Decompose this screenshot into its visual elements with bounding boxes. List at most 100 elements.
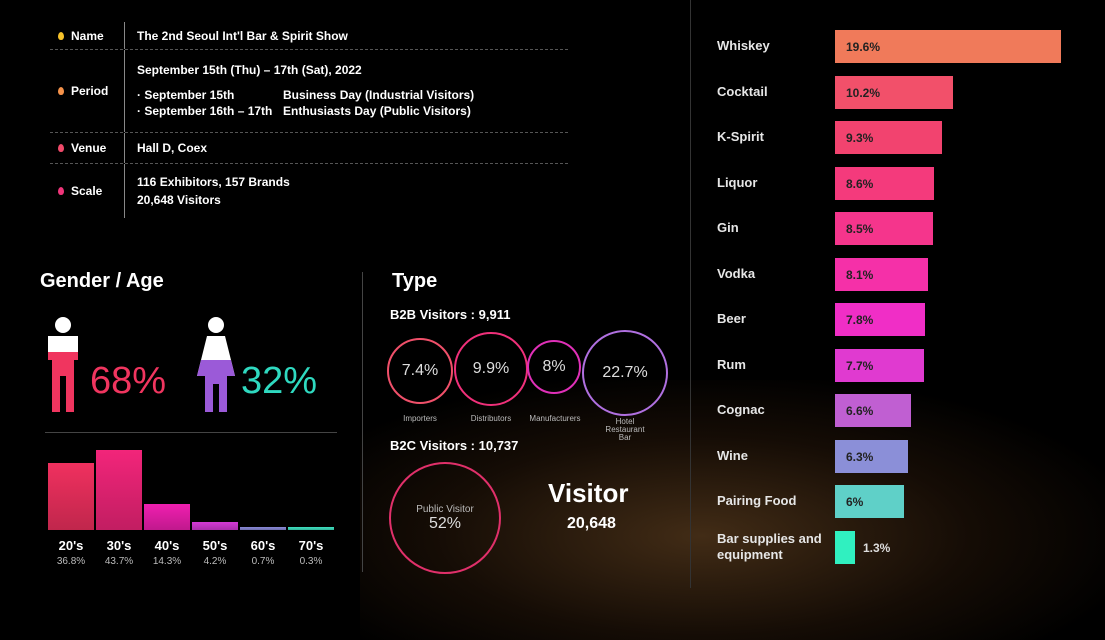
label-manufacturers: Manufacturers <box>529 414 581 423</box>
b2b-visitors: B2B Visitors : 9,911 <box>390 307 511 322</box>
info-val-name: The 2nd Seoul Int'l Bar & Spirit Show <box>137 29 348 43</box>
info-val-venue: Hall D, Coex <box>137 141 208 155</box>
info-table: Name The 2nd Seoul Int'l Bar & Spirit Sh… <box>50 22 568 218</box>
category-value: 8.1% <box>846 267 874 282</box>
info-key-scale: Scale <box>50 164 125 218</box>
category-value: 8.5% <box>846 222 874 236</box>
circle-public-visitor: Public Visitor 52% <box>389 462 501 574</box>
category-label: Liquor <box>717 174 758 190</box>
drop-icon <box>58 187 64 195</box>
info-val-period: September 15th (Thu) – 17th (Sat), 2022 … <box>125 50 474 132</box>
divider <box>45 432 337 433</box>
category-bar <box>835 166 935 200</box>
age-value: 14.3% <box>152 556 182 567</box>
age-value: 36.8% <box>56 556 86 567</box>
age-value: 4.2% <box>203 556 227 567</box>
info-row-venue: Venue Hall D, Coex <box>50 133 568 164</box>
category-bar <box>835 257 929 291</box>
period-b2c-desc: Enthusiasts Day (Public Visitors) <box>283 104 471 118</box>
category-value: 6.3% <box>846 449 874 464</box>
age-label: 50's <box>202 538 228 553</box>
period-b2b-date: · September 15th <box>137 88 235 102</box>
category-value: 9.3% <box>846 131 874 145</box>
age-bar <box>96 450 142 530</box>
age-label: 70's <box>298 538 324 553</box>
period-b2c-date: · September 16th – 17th <box>137 104 273 118</box>
category-value: 8.6% <box>846 176 874 191</box>
category-value: 6% <box>846 495 864 509</box>
section-divider <box>362 272 363 572</box>
info-row-name: Name The 2nd Seoul Int'l Bar & Spirit Sh… <box>50 22 568 50</box>
age-label: 60's <box>250 538 276 553</box>
category-label: Cognac <box>717 402 765 417</box>
category-bar <box>835 121 943 154</box>
category-bar <box>835 485 905 518</box>
gender-age-title: Gender / Age <box>40 270 164 292</box>
info-val-scale: 116 Exhibitors, 157 Brands 20,648 Visito… <box>125 164 290 218</box>
age-label: 40's <box>154 538 180 553</box>
visitor-count: 20,648 <box>567 515 616 532</box>
type-title: Type <box>392 270 438 292</box>
info-key-name: Name <box>50 22 125 49</box>
category-value: 1.3% <box>863 540 891 555</box>
period-b2b-desc: Business Day (Industrial Visitors) <box>283 88 475 102</box>
category-value: 10.2% <box>846 85 881 100</box>
info-key-venue: Venue <box>50 133 125 163</box>
male-percent: 68% <box>90 360 167 402</box>
drop-icon <box>58 31 64 40</box>
category-bar <box>835 303 925 336</box>
category-bar <box>835 439 908 473</box>
age-value: 0.3% <box>299 556 323 567</box>
category-label: Rum <box>717 356 746 372</box>
info-row-scale: Scale 116 Exhibitors, 157 Brands 20,648 … <box>50 164 568 218</box>
category-label: Bar supplies and equipment <box>717 530 822 562</box>
label-distributors: Distributors <box>470 414 512 423</box>
female-percent: 32% <box>241 360 318 402</box>
category-value: 7.7% <box>846 358 874 373</box>
category-label: Vodka <box>717 265 756 281</box>
category-label: Whiskey <box>717 38 770 53</box>
age-bar <box>48 462 94 530</box>
age-bar <box>288 527 334 530</box>
category-value: 7.8% <box>846 313 874 327</box>
male-icon <box>48 317 78 412</box>
category-label: Cocktail <box>717 83 768 99</box>
circle-hotel-restaurant-bar: 22.7% <box>582 330 668 416</box>
b2c-visitors: B2C Visitors : 10,737 <box>390 438 519 453</box>
age-bar <box>192 522 238 530</box>
category-label: Pairing Food <box>717 493 797 508</box>
circle-importers: 7.4% <box>387 338 453 404</box>
label-hotel-restaurant-bar: Hotel Restaurant Bar <box>605 417 645 442</box>
drop-icon <box>58 87 64 95</box>
category-value: 19.6% <box>846 40 881 54</box>
visitor-title: Visitor <box>548 478 629 508</box>
category-bar <box>835 30 1061 63</box>
label-importers: Importers <box>403 414 437 423</box>
category-label: K-Spirit <box>717 129 764 144</box>
female-icon <box>197 317 235 412</box>
category-label: Gin <box>717 220 739 235</box>
age-label: 30's <box>106 538 132 553</box>
age-bar <box>144 503 190 530</box>
category-value: 6.6% <box>846 404 874 418</box>
circle-manufacturers: 8% <box>527 340 581 394</box>
info-row-period: Period September 15th (Thu) – 17th (Sat)… <box>50 50 568 133</box>
scale-line2: 20,648 Visitors <box>137 193 221 207</box>
circle-distributors: 9.9% <box>454 332 528 406</box>
category-bar <box>835 530 855 564</box>
period-main: September 15th (Thu) – 17th (Sat), 2022 <box>137 63 362 77</box>
age-value: 43.7% <box>104 556 134 567</box>
drop-icon <box>58 144 64 152</box>
age-label: 20's <box>58 538 84 553</box>
info-key-period: Period <box>50 50 125 132</box>
scale-line1: 116 Exhibitors, 157 Brands <box>137 175 290 189</box>
category-bar <box>835 394 912 427</box>
right-divider <box>690 0 691 588</box>
category-label: Wine <box>717 447 748 463</box>
category-bar <box>835 212 933 245</box>
age-value: 0.7% <box>251 556 275 567</box>
category-bar <box>835 75 953 109</box>
age-bar <box>240 527 286 530</box>
category-bar <box>835 348 924 382</box>
category-label: Beer <box>717 311 746 326</box>
